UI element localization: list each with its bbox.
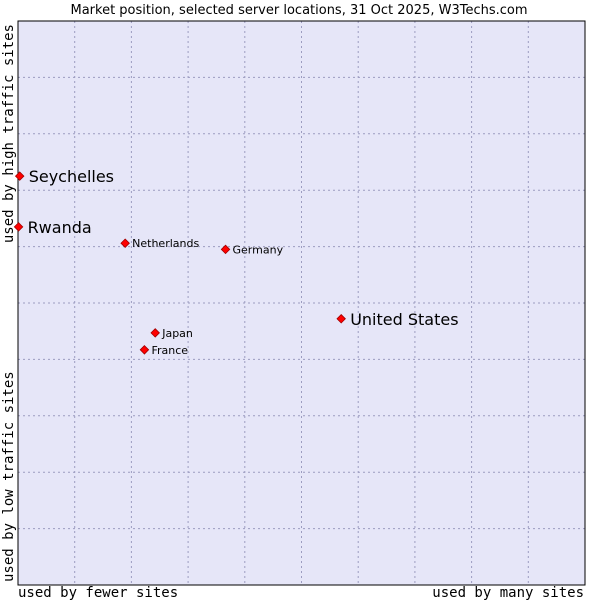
point-label-germany: Germany	[233, 243, 284, 256]
point-marker-united-states[interactable]	[336, 314, 346, 324]
data-point-rwanda[interactable]: Rwanda	[13, 218, 92, 237]
data-point-seychelles[interactable]: Seychelles	[14, 167, 115, 186]
data-points: Seychelles Rwanda Netherlands Germany United…	[13, 167, 459, 357]
point-marker-rwanda[interactable]	[13, 222, 24, 232]
data-point-germany[interactable]: Germany	[220, 243, 284, 256]
point-marker-germany[interactable]	[220, 244, 231, 255]
data-point-united-states[interactable]: United States	[336, 310, 459, 329]
data-point-netherlands[interactable]: Netherlands	[120, 237, 200, 250]
point-marker-france[interactable]	[139, 345, 150, 355]
chart-title: Market position, selected server locatio…	[70, 3, 527, 18]
point-label-rwanda: Rwanda	[28, 218, 92, 237]
y-axis-label-high: used by high traffic sites	[1, 24, 17, 243]
x-axis-label-right: used by many sites	[432, 585, 584, 600]
point-label-france: France	[151, 344, 188, 357]
data-point-japan[interactable]: Japan	[150, 327, 193, 340]
point-label-united-states: United States	[350, 310, 458, 329]
point-marker-japan[interactable]	[150, 328, 160, 338]
point-marker-netherlands[interactable]	[120, 238, 130, 248]
point-label-seychelles: Seychelles	[29, 167, 114, 186]
plot-border	[17, 20, 586, 586]
data-point-france[interactable]: France	[139, 344, 188, 357]
x-axis-label-left: used by fewer sites	[18, 585, 178, 600]
y-axis-label-low: used by low traffic sites	[1, 371, 17, 582]
grid-lines	[18, 21, 585, 585]
point-label-japan: Japan	[161, 327, 193, 340]
point-marker-seychelles[interactable]	[14, 171, 25, 181]
point-label-netherlands: Netherlands	[132, 237, 199, 250]
